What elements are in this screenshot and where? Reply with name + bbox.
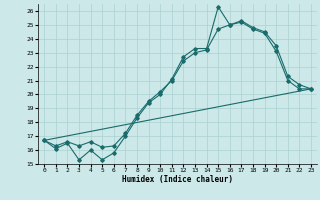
X-axis label: Humidex (Indice chaleur): Humidex (Indice chaleur)	[122, 175, 233, 184]
